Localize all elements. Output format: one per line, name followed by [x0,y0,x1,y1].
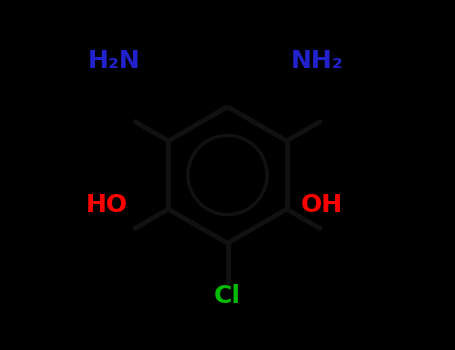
Text: OH: OH [301,193,343,217]
Text: NH₂: NH₂ [290,49,343,73]
Text: H₂N: H₂N [87,49,140,73]
Text: HO: HO [86,193,128,217]
Text: Cl: Cl [214,284,241,308]
